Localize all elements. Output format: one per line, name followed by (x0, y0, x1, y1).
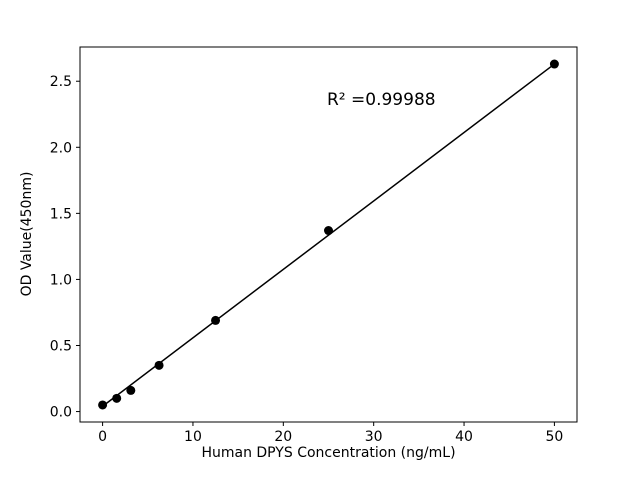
plot-border (79, 46, 578, 423)
data-point (324, 226, 333, 236)
x-tick-label: 20 (274, 429, 292, 445)
r-squared-annotation: R² =0.99988 (327, 90, 436, 110)
x-tick-label: 0 (98, 429, 107, 445)
data-point (112, 393, 122, 403)
y-tick-label: 1.5 (50, 206, 72, 222)
x-tick-label: 10 (184, 429, 202, 445)
y-tick-label: 1.0 (50, 272, 72, 288)
x-tick-label: 50 (545, 429, 563, 445)
y-tick-label: 2.0 (50, 140, 72, 156)
y-axis-label: OD Value(450nm) (19, 171, 35, 297)
fit-line (102, 63, 555, 407)
x-axis-label: Human DPYS Concentration (ng/mL) (201, 445, 456, 461)
y-tick-label: 0.0 (50, 405, 72, 421)
x-tick-label: 30 (365, 429, 383, 445)
data-point (211, 315, 221, 325)
y-tick-label: 2.5 (50, 74, 72, 90)
data-point (126, 385, 136, 395)
data-point (98, 400, 108, 410)
data-point (549, 59, 559, 69)
x-tick-label: 40 (455, 429, 473, 445)
data-point (154, 360, 164, 370)
y-tick-label: 0.5 (50, 338, 72, 354)
